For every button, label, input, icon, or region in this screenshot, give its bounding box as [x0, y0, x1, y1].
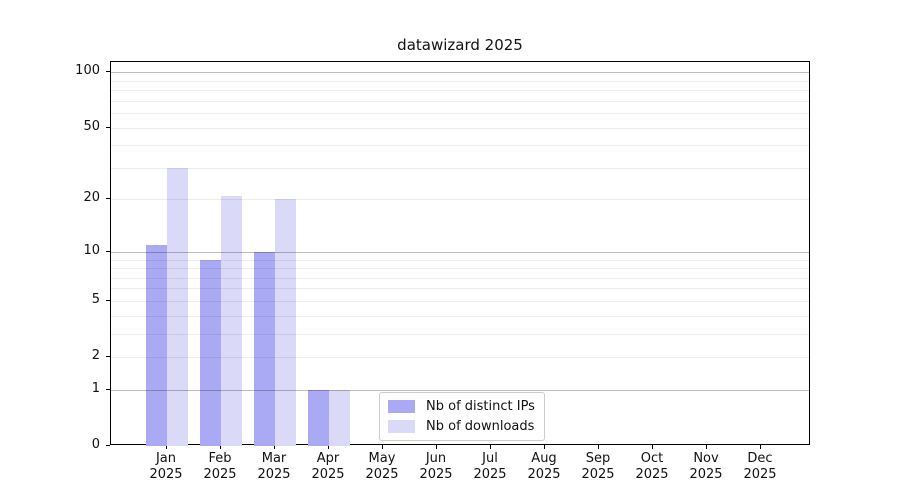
x-tick-label-apr: Apr 2025 — [311, 451, 345, 482]
y-tick-mark-20 — [106, 198, 110, 200]
y-tick-label-1: 1 — [91, 380, 100, 396]
x-tick-label-feb: Feb 2025 — [203, 451, 237, 482]
x-tick-label-sep: Sep 2025 — [581, 451, 615, 482]
gridline-y-10 — [111, 251, 809, 253]
gridline-y-40 — [111, 145, 809, 147]
y-tick-mark-50 — [106, 126, 110, 128]
gridline-y-3 — [111, 333, 809, 335]
x-tick-label-may: May 2025 — [365, 451, 399, 482]
x-tick-mark-mar — [274, 445, 275, 449]
x-tick-label-aug: Aug 2025 — [527, 451, 561, 482]
x-tick-label-mar: Mar 2025 — [257, 451, 291, 482]
gridline-y-6 — [111, 288, 809, 290]
legend-label-downloads: Nb of downloads — [426, 419, 535, 434]
bar-distinct-ips-jan — [146, 244, 167, 446]
y-tick-mark-5 — [106, 299, 110, 301]
legend-entry-distinct-ips: Nb of distinct IPs — [388, 398, 535, 415]
x-tick-label-jan: Jan 2025 — [149, 451, 183, 482]
gridline-y-30 — [111, 167, 809, 169]
x-tick-label-nov: Nov 2025 — [689, 451, 723, 482]
x-tick-mark-jul — [490, 445, 491, 449]
gridline-y-100 — [111, 72, 809, 74]
bar-downloads-jan — [167, 167, 188, 446]
gridline-y-5 — [111, 300, 809, 302]
legend-swatch-downloads — [388, 420, 415, 433]
plot-area: Nb of distinct IPs Nb of downloads — [110, 61, 810, 446]
y-tick-mark-2 — [106, 356, 110, 357]
y-tick-label-5: 5 — [91, 291, 100, 307]
legend: Nb of distinct IPs Nb of downloads — [379, 392, 545, 441]
bar-downloads-feb — [221, 195, 242, 446]
y-tick-label-10: 10 — [83, 242, 100, 258]
gridline-y-9 — [111, 259, 809, 261]
bar-downloads-apr — [329, 389, 350, 446]
x-tick-mark-dec — [760, 445, 761, 449]
legend-label-distinct-ips: Nb of distinct IPs — [426, 399, 535, 414]
legend-swatch-distinct-ips — [388, 400, 415, 413]
y-tick-label-50: 50 — [83, 118, 100, 134]
x-tick-mark-nov — [706, 445, 707, 449]
legend-entry-downloads: Nb of downloads — [388, 418, 535, 435]
gridline-y-70 — [111, 100, 809, 102]
x-tick-mark-sep — [598, 445, 599, 449]
gridline-y-1 — [111, 389, 809, 391]
x-tick-mark-apr — [328, 445, 329, 449]
y-tick-label-0: 0 — [91, 437, 100, 452]
gridline-y-8 — [111, 268, 809, 269]
x-tick-mark-jan — [166, 445, 167, 449]
x-tick-mark-aug — [544, 445, 545, 449]
y-tick-label-100: 100 — [75, 63, 100, 79]
x-tick-mark-jun — [436, 445, 437, 449]
x-tick-label-jun: Jun 2025 — [419, 451, 453, 482]
y-tick-mark-100 — [106, 71, 110, 73]
gridline-y-80 — [111, 90, 809, 91]
gridline-y-7 — [111, 277, 809, 279]
gridline-y-2 — [111, 357, 809, 358]
bar-distinct-ips-feb — [200, 259, 221, 446]
x-tick-mark-oct — [652, 445, 653, 449]
y-tick-mark-1 — [106, 388, 110, 390]
gridline-y-4 — [111, 315, 809, 317]
gridline-y-50 — [111, 127, 809, 129]
bar-downloads-mar — [275, 199, 296, 446]
chart-title: datawizard 2025 — [397, 36, 523, 54]
y-tick-label-20: 20 — [83, 190, 100, 206]
x-tick-label-oct: Oct 2025 — [635, 451, 669, 482]
y-tick-label-2: 2 — [91, 348, 100, 363]
y-tick-mark-0 — [106, 445, 110, 446]
x-tick-mark-may — [382, 445, 383, 449]
gridline-y-20 — [111, 199, 809, 201]
gridline-y-60 — [111, 113, 809, 114]
y-tick-mark-10 — [106, 250, 110, 252]
bar-distinct-ips-apr — [308, 389, 329, 446]
gridline-y-90 — [111, 80, 809, 82]
x-tick-mark-feb — [220, 445, 221, 449]
x-tick-label-dec: Dec 2025 — [743, 451, 777, 482]
x-tick-label-jul: Jul 2025 — [473, 451, 507, 482]
bar-distinct-ips-mar — [254, 251, 275, 446]
